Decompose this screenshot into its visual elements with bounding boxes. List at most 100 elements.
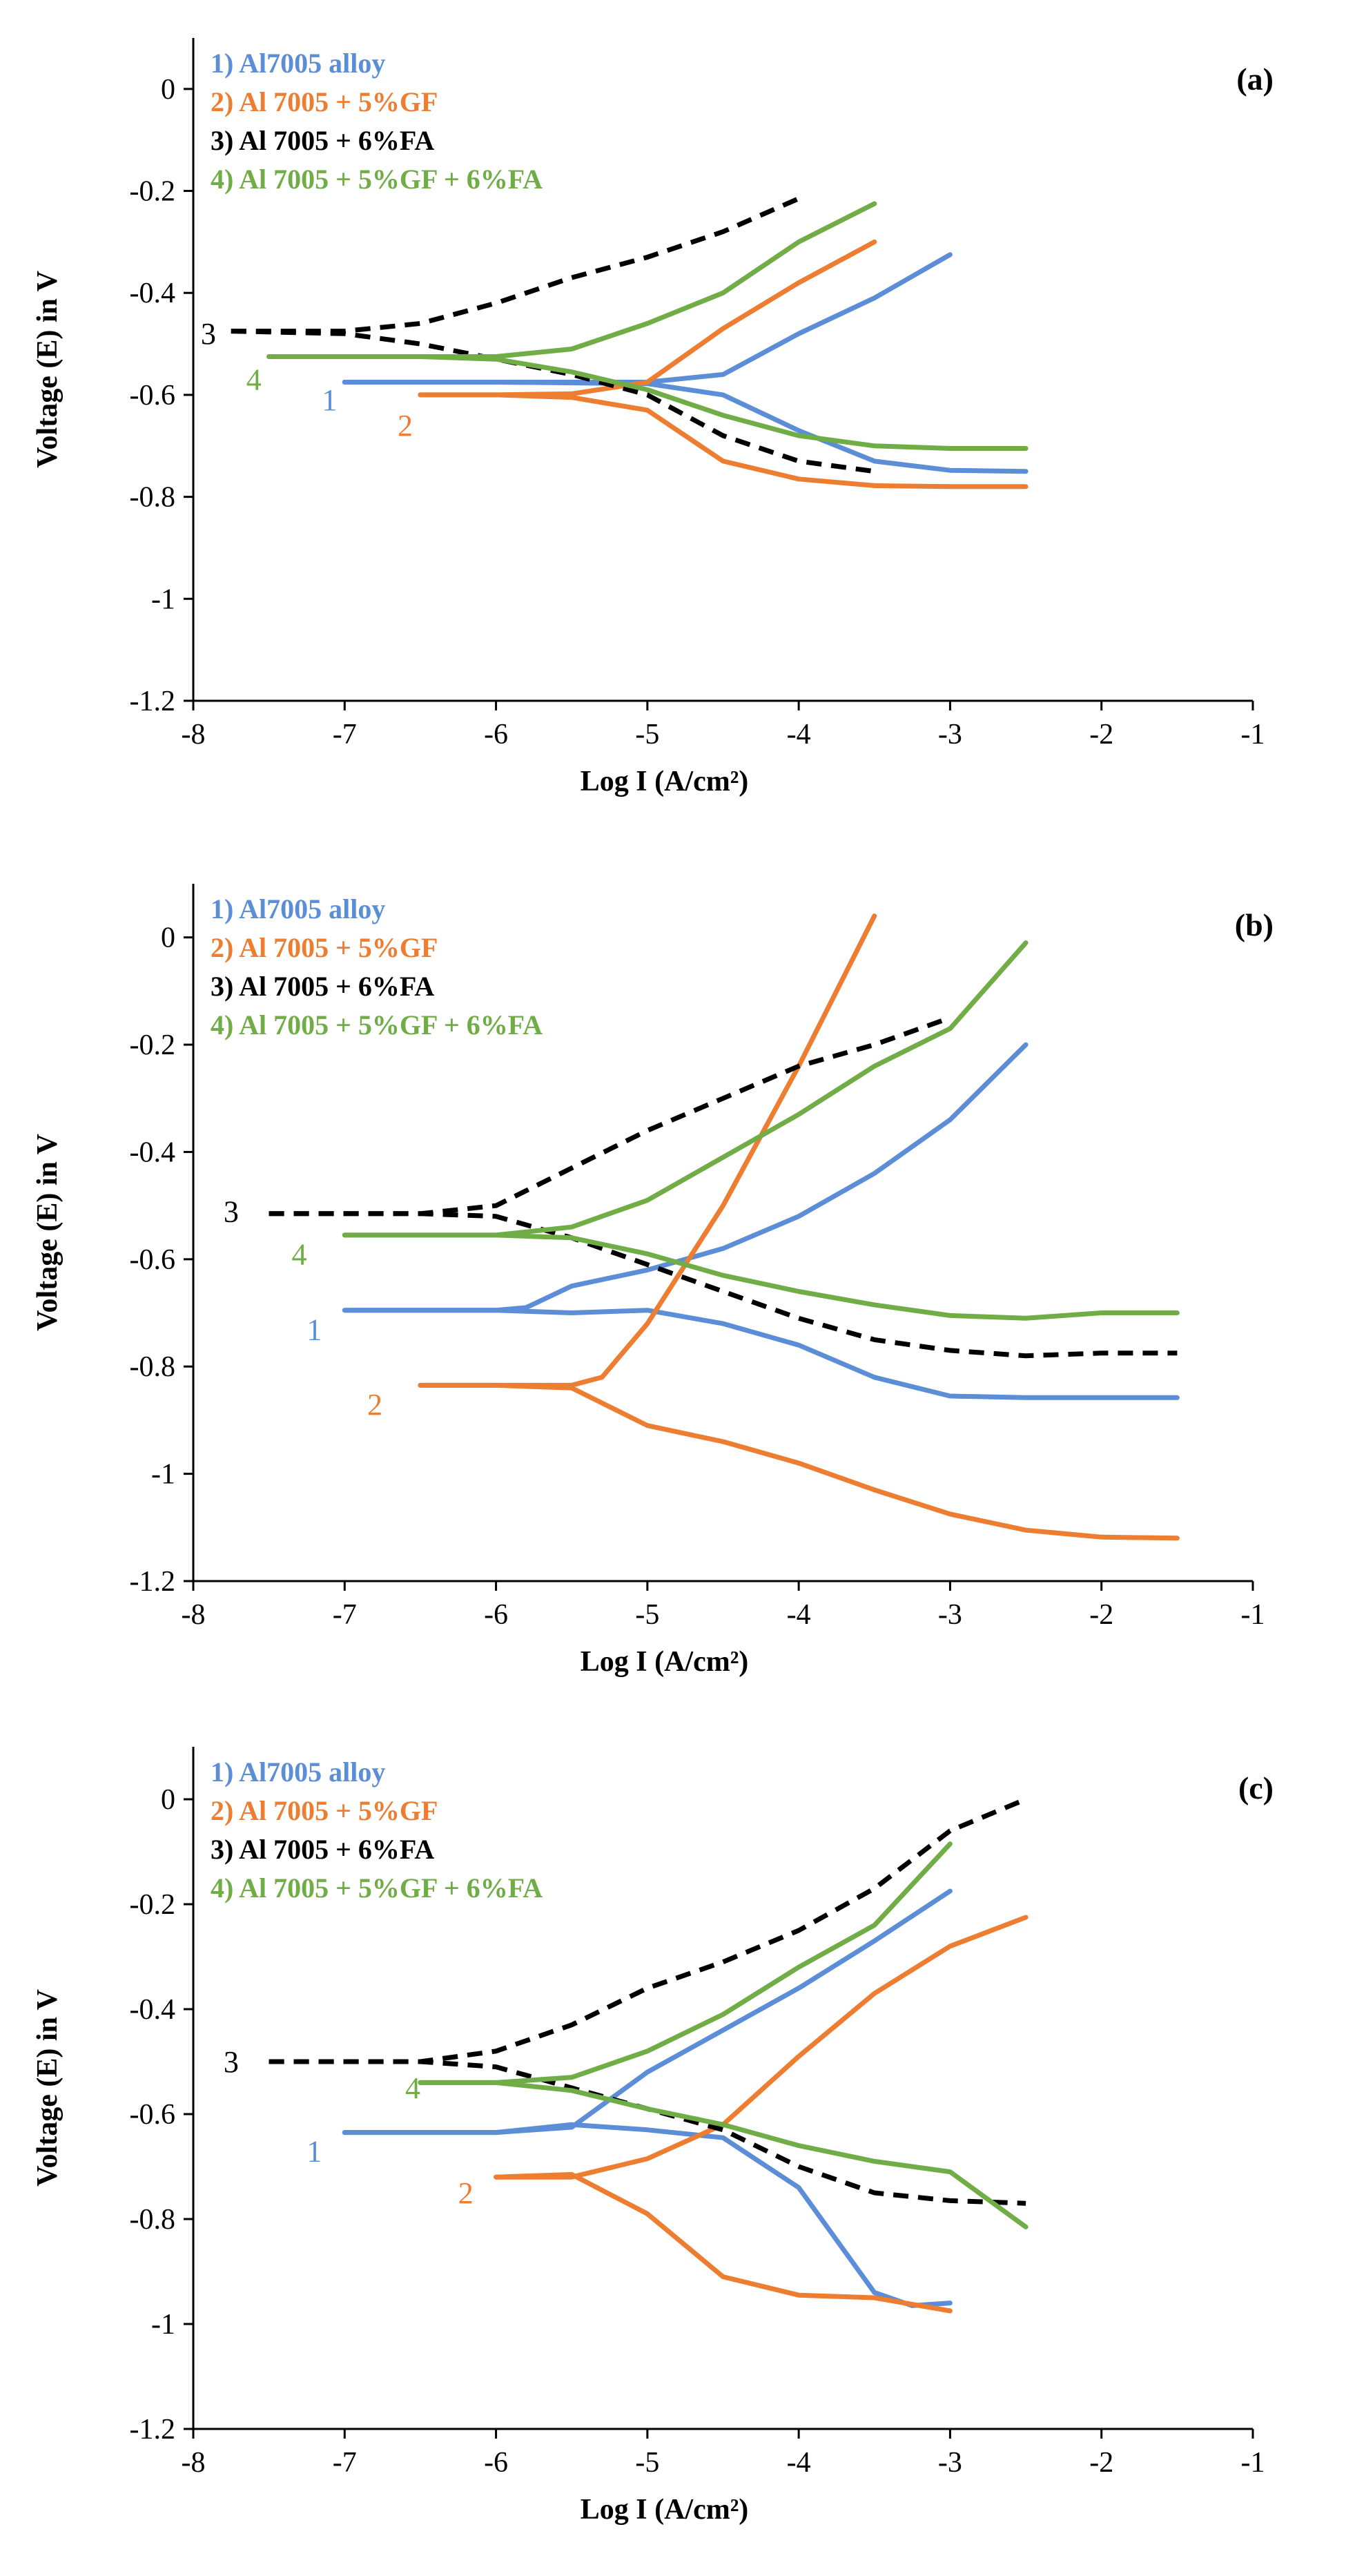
x-tick-label: -6 xyxy=(484,2447,508,2479)
series-line-cathodic xyxy=(342,1308,1180,1400)
x-axis-title: Log I (A/cm²) xyxy=(581,766,749,797)
curve-number-label: 3 xyxy=(224,1194,239,1228)
y-tick-label: -0.4 xyxy=(130,1136,176,1168)
x-tick-label: -2 xyxy=(1089,1599,1113,1631)
y-tick-label: -0.6 xyxy=(130,380,176,411)
x-axis-title: Log I (A/cm²) xyxy=(581,2494,749,2526)
x-tick-label: -7 xyxy=(333,719,357,750)
curve-number-label: 4 xyxy=(246,363,262,397)
curve-number-label: 4 xyxy=(292,1238,307,1272)
x-tick-label: -6 xyxy=(484,719,508,750)
panel-label: (c) xyxy=(1238,1770,1274,1805)
legend-entry: 1) Al7005 alloy xyxy=(211,1756,385,1788)
y-tick-label: -1.2 xyxy=(130,1566,176,1598)
legend-entry: 4) Al 7005 + 5%GF + 6%FA xyxy=(211,1009,543,1040)
x-tick-label: -6 xyxy=(484,1599,508,1631)
curve-number-label: 3 xyxy=(201,317,216,351)
series-line-anodic xyxy=(342,940,1029,1238)
legend-entry: 1) Al7005 alloy xyxy=(211,48,385,79)
series-line-cathodic xyxy=(266,354,1029,451)
curve-number-label: 2 xyxy=(367,1388,382,1422)
series-line-anodic xyxy=(269,1015,951,1217)
y-tick-label: -0.4 xyxy=(130,278,176,309)
x-tick-label: -8 xyxy=(182,1599,206,1631)
panel-label: (a) xyxy=(1236,61,1274,97)
x-tick-label: -8 xyxy=(182,2447,206,2479)
x-tick-label: -3 xyxy=(938,1599,962,1631)
series-line-anodic xyxy=(494,1915,1029,2180)
x-tick-label: -1 xyxy=(1241,2447,1265,2479)
legend-entry: 3) Al 7005 + 6%FA xyxy=(211,1834,434,1865)
y-axis-title: Voltage (E) in V xyxy=(32,271,64,468)
y-tick-label: -1 xyxy=(151,583,175,615)
curve-number-label: 2 xyxy=(398,409,413,443)
x-tick-label: -4 xyxy=(787,1599,811,1631)
series-line-anodic xyxy=(231,196,800,334)
legend-entry: 4) Al 7005 + 5%GF + 6%FA xyxy=(211,164,543,195)
y-tick-label: -0.2 xyxy=(130,1029,176,1061)
x-tick-label: -5 xyxy=(635,1599,659,1631)
curve-number-label: 1 xyxy=(306,2134,322,2168)
series-line-cathodic xyxy=(494,2171,953,2314)
x-tick-label: -3 xyxy=(938,2447,962,2479)
series-line-cathodic xyxy=(418,1382,1180,1541)
series-line-anodic xyxy=(418,913,877,1388)
y-tick-label: 0 xyxy=(161,74,175,106)
curve-number-label: 3 xyxy=(224,2045,239,2079)
x-tick-label: -8 xyxy=(182,719,206,750)
legend-entry: 2) Al 7005 + 5%GF xyxy=(211,1795,438,1826)
legend-entry: 3) Al 7005 + 6%FA xyxy=(211,971,434,1002)
panel-label: (b) xyxy=(1235,907,1274,942)
y-tick-label: -1.2 xyxy=(130,686,176,717)
y-tick-label: -0.2 xyxy=(130,176,176,208)
chart-panel: -8 -7 -6 -5 -4 -3 -2 -1 0 -0.2 -0.4 -0.6 -0.8 -1 -1.2 L… xyxy=(32,38,1274,797)
x-tick-label: -5 xyxy=(635,719,659,750)
x-tick-label: -5 xyxy=(635,2447,659,2479)
y-axis-title: Voltage (E) in V xyxy=(32,1134,64,1331)
legend-entry: 2) Al 7005 + 5%GF xyxy=(211,932,438,963)
series-line-cathodic xyxy=(231,329,875,474)
curve-number-label: 1 xyxy=(306,1313,322,1346)
legend-entry: 3) Al 7005 + 6%FA xyxy=(211,125,434,156)
x-tick-label: -7 xyxy=(333,1599,357,1631)
y-tick-label: -1 xyxy=(151,2309,175,2341)
curve-number-label: 1 xyxy=(322,383,337,417)
y-tick-label: 0 xyxy=(161,1784,175,1816)
x-tick-label: -3 xyxy=(938,719,962,750)
x-tick-label: -1 xyxy=(1241,1599,1265,1631)
series-line-anodic xyxy=(269,1797,1027,2064)
series-line-cathodic xyxy=(342,1232,1180,1321)
series-line-cathodic xyxy=(269,1211,1178,1359)
y-tick-label: -1.2 xyxy=(130,2414,176,2446)
x-tick-label: -2 xyxy=(1089,2447,1113,2479)
y-tick-label: -0.8 xyxy=(130,2204,176,2236)
series-line-cathodic xyxy=(418,392,1029,490)
y-tick-label: -0.6 xyxy=(130,1244,176,1276)
y-tick-label: -0.6 xyxy=(130,2099,176,2131)
y-axis-title: Voltage (E) in V xyxy=(32,1989,64,2187)
x-axis-title: Log I (A/cm²) xyxy=(581,1646,749,1678)
series-line-cathodic xyxy=(269,2059,1026,2206)
y-tick-label: -1 xyxy=(151,1459,175,1491)
series-line-anodic xyxy=(418,239,877,398)
chart-panel: -8 -7 -6 -5 -4 -3 -2 -1 0 -0.2 -0.4 -0.6 -0.8 -1 -1.2 L… xyxy=(32,1747,1274,2526)
legend-entry: 4) Al 7005 + 5%GF + 6%FA xyxy=(211,1872,543,1904)
y-tick-label: -0.8 xyxy=(130,482,176,514)
x-tick-label: -1 xyxy=(1241,719,1265,750)
legend-entry: 2) Al 7005 + 5%GF xyxy=(211,86,438,117)
curve-number-label: 4 xyxy=(405,2071,420,2105)
chart-panel: -8 -7 -6 -5 -4 -3 -2 -1 0 -0.2 -0.4 -0.6 -0.8 -1 -1.2 L… xyxy=(32,884,1274,1678)
curve-number-label: 2 xyxy=(458,2176,474,2210)
x-tick-label: -4 xyxy=(787,719,811,750)
y-tick-label: 0 xyxy=(161,922,175,954)
y-tick-label: -0.4 xyxy=(130,1994,176,2026)
series-line-cathodic xyxy=(342,380,1029,474)
x-tick-label: -2 xyxy=(1089,719,1113,750)
x-tick-label: -4 xyxy=(787,2447,811,2479)
series-line-anodic xyxy=(342,1888,953,2136)
legend-entry: 1) Al7005 alloy xyxy=(211,893,385,924)
y-tick-label: -0.8 xyxy=(130,1351,176,1383)
y-tick-label: -0.2 xyxy=(130,1889,176,1921)
